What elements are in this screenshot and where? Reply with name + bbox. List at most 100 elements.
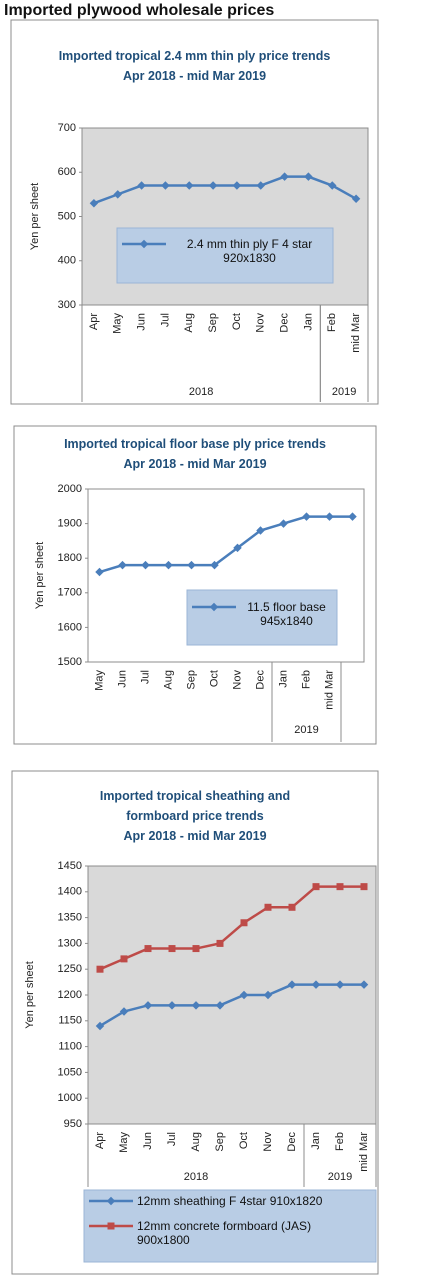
marker (311, 980, 321, 989)
y-tick-label: 1400 (58, 886, 82, 898)
marker (325, 512, 334, 521)
x-tick-label: May (93, 670, 105, 691)
y-tick-label: 1000 (58, 1092, 82, 1104)
x-tick-label: Jun (142, 1132, 154, 1150)
year-label: 2019 (332, 386, 356, 398)
marker (168, 945, 176, 953)
legend-label: 12mm sheathing F 4star 910x1820 (137, 1194, 323, 1208)
x-tick-label: Feb (300, 670, 312, 689)
y-tick-label: 1050 (58, 1066, 82, 1078)
x-tick-label: Oct (238, 1132, 250, 1149)
marker (185, 181, 194, 190)
y-tick-label: 1800 (58, 552, 82, 564)
x-tick-label: Aug (183, 313, 195, 333)
marker (312, 883, 320, 891)
marker (95, 1021, 105, 1031)
y-tick-label: 1300 (58, 937, 82, 949)
x-tick-label: Jan (277, 670, 289, 688)
chart-title: Imported tropical floor base ply price t… (64, 437, 326, 451)
x-tick-label: mid Mar (350, 313, 362, 353)
y-tick-label: 1900 (58, 518, 82, 530)
x-tick-label: mid Mar (323, 670, 335, 710)
year-label: 2018 (189, 386, 213, 398)
marker (302, 512, 311, 521)
marker (279, 519, 288, 528)
marker (240, 919, 248, 927)
y-tick-label: 600 (58, 166, 76, 178)
marker (335, 980, 345, 989)
y-tick-label: 500 (58, 210, 76, 222)
marker (328, 181, 337, 190)
y-tick-label: 1100 (58, 1041, 82, 1053)
y-tick-label: 1700 (58, 587, 82, 599)
legend-label: 2.4 mm thin ply F 4 star 920x1830 (186, 237, 313, 265)
marker (288, 903, 296, 911)
legend-label: 12mm concrete formboard (JAS) 900x1800 (137, 1219, 312, 1247)
chart-subtitle: Apr 2018 - mid Mar 2019 (123, 457, 267, 471)
x-tick-label: Jan (310, 1132, 322, 1150)
x-tick-label: Jul (166, 1132, 178, 1146)
marker (120, 955, 128, 963)
x-tick-label: Oct (231, 313, 243, 330)
plot-area (87, 865, 377, 1125)
series-line (93, 175, 357, 205)
marker (256, 181, 265, 190)
y-tick-label: 400 (58, 255, 76, 267)
year-label: 2019 (294, 724, 318, 736)
legend-marker (107, 1222, 115, 1230)
x-tick-label: Nov (255, 313, 267, 333)
y-tick-label: 2000 (58, 483, 82, 495)
x-tick-label: Apr (88, 313, 100, 330)
chart-subtitle: Apr 2018 - mid Mar 2019 (123, 829, 267, 843)
marker (287, 980, 297, 989)
marker (256, 526, 265, 535)
y-tick-label: 950 (64, 1118, 82, 1130)
y-tick-label: 1200 (58, 989, 82, 1001)
x-tick-label: Jun (116, 670, 128, 688)
x-tick-label: Feb (326, 313, 338, 332)
x-tick-label: May (118, 1132, 130, 1153)
x-tick-label: Dec (286, 1132, 298, 1152)
marker (348, 512, 357, 521)
legend-box (186, 589, 338, 646)
y-axis-title: Yen per sheet (34, 542, 46, 609)
y-tick-label: 1450 (58, 860, 82, 872)
chart-subtitle: Apr 2018 - mid Mar 2019 (122, 69, 267, 83)
x-tick-label: Oct (208, 670, 220, 687)
series-line (99, 885, 364, 971)
x-tick-label: Sep (214, 1132, 226, 1152)
x-tick-label: Feb (334, 1132, 346, 1151)
x-tick-label: May (112, 313, 124, 334)
marker (336, 883, 344, 891)
y-axis-title: Yen per sheet (29, 183, 41, 250)
y-tick-label: 1500 (58, 656, 82, 668)
marker (208, 181, 218, 190)
chart-title: Imported tropical sheathing and formboar… (99, 789, 291, 823)
heading: Imported plywood wholesale prices (4, 2, 275, 19)
marker (263, 990, 273, 1000)
x-tick-label: Jan (302, 313, 314, 331)
marker (359, 980, 369, 989)
x-tick-label: mid Mar (358, 1132, 370, 1172)
x-tick-label: Nov (262, 1132, 274, 1152)
x-tick-label: Sep (207, 313, 219, 333)
y-axis-title: Yen per sheet (24, 961, 36, 1028)
x-tick-label: Nov (231, 670, 243, 690)
marker (304, 172, 313, 181)
legend-marker (139, 239, 149, 249)
y-tick-label: 1600 (58, 621, 82, 633)
marker (280, 172, 289, 181)
y-tick-label: 1150 (58, 1015, 82, 1027)
x-tick-label: Jun (135, 313, 147, 331)
x-tick-label: Jul (159, 313, 171, 327)
y-tick-label: 1250 (58, 963, 82, 975)
chart-title: Imported tropical 2.4 mm thin ply price … (58, 49, 331, 63)
marker (89, 198, 99, 208)
x-tick-label: Apr (94, 1132, 106, 1149)
y-tick-label: 1350 (58, 912, 82, 924)
marker (360, 883, 368, 891)
y-tick-label: 300 (58, 299, 76, 311)
legend-label: 11.5 floor base 945x1840 (247, 600, 326, 628)
